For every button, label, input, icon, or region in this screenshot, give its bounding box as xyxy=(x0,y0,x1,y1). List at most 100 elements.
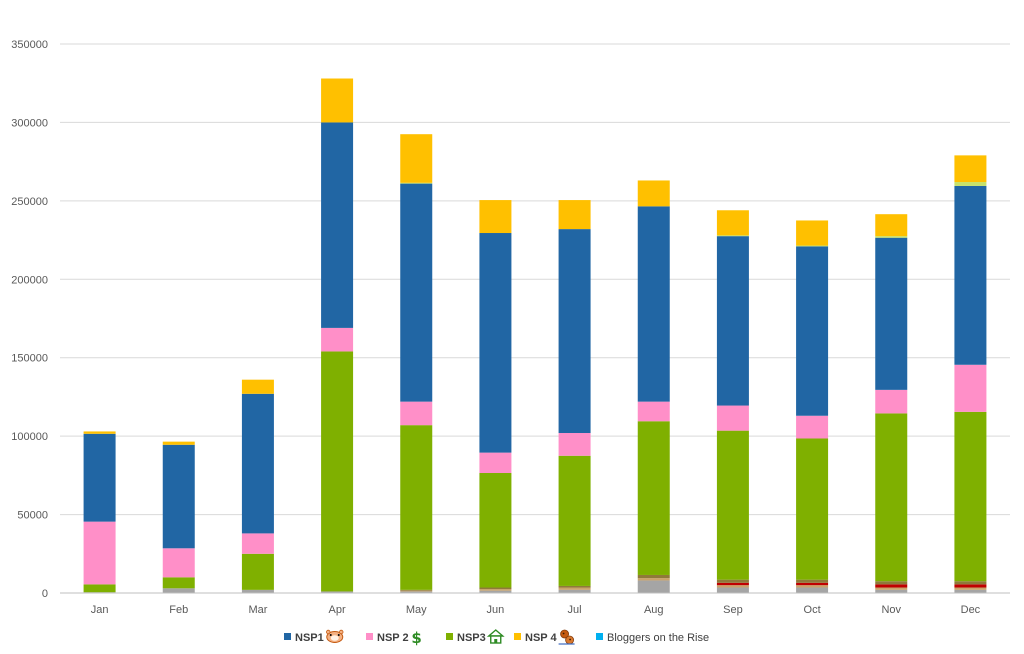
bar-segment-nsp3 xyxy=(558,455,591,586)
x-tick-label: Oct xyxy=(804,604,821,616)
x-tick-label: Aug xyxy=(644,604,664,616)
legend-swatch xyxy=(284,633,291,640)
y-tick-label: 300000 xyxy=(11,117,48,129)
bar-segment-nsp4 xyxy=(400,134,433,183)
bar-segment-nsp3 xyxy=(479,473,512,588)
x-axis-tick-labels: Jan Feb Mar Apr May Jun Jul Aug Sep Oct Nov Dec xyxy=(91,604,981,616)
legend-swatch xyxy=(514,633,521,640)
bar-segment-nsp4 xyxy=(241,379,274,394)
legend-swatch xyxy=(446,633,453,640)
bars xyxy=(83,78,987,593)
bar-segment-nsp1 xyxy=(241,393,274,534)
house-icon xyxy=(486,629,505,644)
bar-segment-nsp1 xyxy=(637,206,670,402)
bar-segment-red xyxy=(875,584,908,588)
bar-segment-nsp2 xyxy=(241,533,274,554)
bar-segment-nsp3 xyxy=(954,411,987,582)
bar-segment-tan xyxy=(637,578,670,581)
y-tick-label: 250000 xyxy=(11,196,48,208)
bar-segment-nsp1 xyxy=(479,233,512,453)
x-tick-label: Nov xyxy=(881,604,901,616)
bar-segment-gray xyxy=(558,589,591,593)
x-tick-label: May xyxy=(406,604,427,616)
legend-label: Bloggers on the Rise xyxy=(607,632,709,644)
y-tick-label: 100000 xyxy=(11,431,48,443)
bar-segment-olive xyxy=(796,579,829,583)
bar-segment-nsp1 xyxy=(400,183,433,402)
hamster-icon xyxy=(326,629,344,643)
bar-segment-lightgreen xyxy=(716,235,749,237)
bar-segment-nsp1 xyxy=(875,237,908,390)
x-tick-label: Jul xyxy=(568,604,582,616)
bar-segment-tan xyxy=(716,585,749,588)
x-tick-label: Apr xyxy=(329,604,346,616)
x-tick-label: Jan xyxy=(91,604,109,616)
bar-segment-nsp4 xyxy=(875,214,908,237)
legend-item-nsp2: NSP 2 $ xyxy=(366,629,422,647)
bar-segment-lightgreen xyxy=(400,182,433,184)
bar-segment-tan xyxy=(796,585,829,588)
bar-segment-nsp2 xyxy=(875,389,908,414)
legend-swatch xyxy=(596,633,603,640)
bar-segment-olive xyxy=(637,574,670,579)
bar-segment-lightgreen xyxy=(875,236,908,238)
legend-item-nsp3: NSP3 xyxy=(446,629,505,644)
bar-segment-gray xyxy=(479,590,512,593)
x-tick-label: Dec xyxy=(961,604,981,616)
x-tick-label: Feb xyxy=(169,604,188,616)
bar-segment-nsp4 xyxy=(321,78,354,123)
bar-segment-tan xyxy=(558,587,591,590)
bar-segment-nsp1 xyxy=(796,246,829,416)
bar-segment-nsp3 xyxy=(241,553,274,590)
bar-segment-nsp3 xyxy=(796,438,829,580)
dollar-icon: $ xyxy=(411,629,421,647)
bar-segment-nsp2 xyxy=(479,452,512,474)
bar-segment-olive xyxy=(479,587,512,590)
bar-segment-nsp4 xyxy=(83,431,116,434)
x-tick-label: Mar xyxy=(248,604,267,616)
bar-segment-tan xyxy=(400,590,433,592)
legend-item-nsp1: NSP1 xyxy=(284,629,344,644)
bar-segment-gray xyxy=(796,587,829,593)
bar-segment-gray xyxy=(241,589,274,593)
x-tick-label: Jun xyxy=(487,604,505,616)
bar-segment-nsp2 xyxy=(796,415,829,439)
legend-label: NSP3 xyxy=(457,632,486,644)
bar-segment-nsp2 xyxy=(321,327,354,352)
bar-segment-nsp1 xyxy=(558,229,591,434)
bar-segment-nsp4 xyxy=(716,210,749,236)
bar-segment-nsp4 xyxy=(558,200,591,230)
legend-label: NSP 4 xyxy=(525,632,557,644)
legend-label: NSP1 xyxy=(295,632,324,644)
bar-segment-nsp3 xyxy=(716,430,749,580)
legend-item-nsp4: NSP 4 xyxy=(514,629,575,645)
bar-segment-olive xyxy=(954,581,987,585)
bar-segment-gray xyxy=(400,591,433,593)
y-tick-label: 50000 xyxy=(17,510,48,522)
bar-segment-nsp3 xyxy=(400,425,433,590)
bar-segment-nsp3 xyxy=(162,577,195,589)
bar-segment-red xyxy=(954,584,987,588)
bar-segment-gray xyxy=(637,580,670,593)
bar-segment-olive xyxy=(400,589,433,591)
bar-segment-nsp2 xyxy=(558,433,591,456)
y-tick-label: 200000 xyxy=(11,274,48,286)
gridlines xyxy=(60,43,1010,516)
bar-segment-red xyxy=(796,582,829,586)
x-tick-label: Sep xyxy=(723,604,743,616)
bar-segment-nsp3 xyxy=(83,584,116,593)
bar-segment-nsp4 xyxy=(637,180,670,207)
svg-text:$: $ xyxy=(411,629,421,647)
bar-segment-nsp2 xyxy=(162,548,195,578)
y-tick-label: 0 xyxy=(42,588,48,600)
bar-segment-lightgreen xyxy=(796,245,829,247)
bar-segment-nsp1 xyxy=(162,444,195,549)
y-tick-label: 350000 xyxy=(11,39,48,51)
bar-segment-nsp2 xyxy=(400,401,433,426)
bar-segment-gray xyxy=(875,589,908,593)
cookie-icon xyxy=(558,629,575,645)
legend: NSP1 NSP 2 $ NSP3 NSP 4 Bloggers on the Rise xyxy=(284,629,709,647)
bar-segment-nsp4 xyxy=(162,441,195,445)
bar-segment-tan xyxy=(875,587,908,590)
